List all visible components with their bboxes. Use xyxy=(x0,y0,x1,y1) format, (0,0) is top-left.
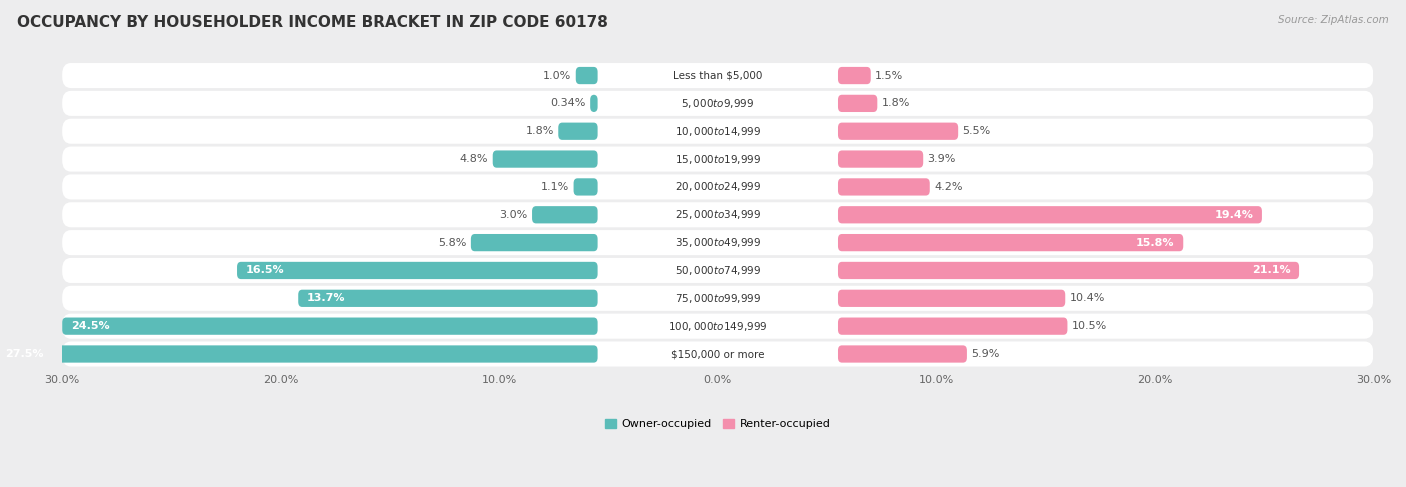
Text: 1.1%: 1.1% xyxy=(541,182,569,192)
FancyBboxPatch shape xyxy=(62,314,1374,338)
Text: 5.8%: 5.8% xyxy=(439,238,467,247)
Text: 10.4%: 10.4% xyxy=(1070,293,1105,303)
Text: 10.5%: 10.5% xyxy=(1071,321,1107,331)
Text: $15,000 to $19,999: $15,000 to $19,999 xyxy=(675,152,761,166)
FancyBboxPatch shape xyxy=(838,67,870,84)
FancyBboxPatch shape xyxy=(62,341,1374,367)
Text: 27.5%: 27.5% xyxy=(6,349,44,359)
FancyBboxPatch shape xyxy=(838,95,877,112)
Text: $35,000 to $49,999: $35,000 to $49,999 xyxy=(675,236,761,249)
Text: 15.8%: 15.8% xyxy=(1136,238,1174,247)
Text: $5,000 to $9,999: $5,000 to $9,999 xyxy=(682,97,755,110)
Text: Less than $5,000: Less than $5,000 xyxy=(673,71,762,80)
FancyBboxPatch shape xyxy=(838,345,967,363)
FancyBboxPatch shape xyxy=(62,318,598,335)
FancyBboxPatch shape xyxy=(471,234,598,251)
FancyBboxPatch shape xyxy=(838,318,1067,335)
FancyBboxPatch shape xyxy=(558,123,598,140)
Text: 1.8%: 1.8% xyxy=(526,126,554,136)
Text: 4.2%: 4.2% xyxy=(934,182,963,192)
FancyBboxPatch shape xyxy=(838,262,1299,279)
FancyBboxPatch shape xyxy=(62,147,1374,171)
Text: OCCUPANCY BY HOUSEHOLDER INCOME BRACKET IN ZIP CODE 60178: OCCUPANCY BY HOUSEHOLDER INCOME BRACKET … xyxy=(17,15,607,30)
Text: 13.7%: 13.7% xyxy=(307,293,346,303)
FancyBboxPatch shape xyxy=(492,150,598,168)
FancyBboxPatch shape xyxy=(62,119,1374,144)
FancyBboxPatch shape xyxy=(298,290,598,307)
Text: 3.0%: 3.0% xyxy=(499,210,527,220)
Text: $25,000 to $34,999: $25,000 to $34,999 xyxy=(675,208,761,221)
Text: 4.8%: 4.8% xyxy=(460,154,488,164)
FancyBboxPatch shape xyxy=(62,230,1374,255)
FancyBboxPatch shape xyxy=(574,178,598,196)
Text: $50,000 to $74,999: $50,000 to $74,999 xyxy=(675,264,761,277)
Text: 3.9%: 3.9% xyxy=(928,154,956,164)
FancyBboxPatch shape xyxy=(62,258,1374,283)
FancyBboxPatch shape xyxy=(62,286,1374,311)
Text: 16.5%: 16.5% xyxy=(246,265,284,276)
Text: 24.5%: 24.5% xyxy=(70,321,110,331)
Text: 0.34%: 0.34% xyxy=(550,98,586,109)
Text: 5.5%: 5.5% xyxy=(963,126,991,136)
Text: $20,000 to $24,999: $20,000 to $24,999 xyxy=(675,180,761,193)
Legend: Owner-occupied, Renter-occupied: Owner-occupied, Renter-occupied xyxy=(600,415,835,434)
FancyBboxPatch shape xyxy=(838,150,924,168)
Text: $100,000 to $149,999: $100,000 to $149,999 xyxy=(668,319,768,333)
FancyBboxPatch shape xyxy=(838,178,929,196)
FancyBboxPatch shape xyxy=(575,67,598,84)
Text: 1.0%: 1.0% xyxy=(543,71,571,80)
FancyBboxPatch shape xyxy=(62,174,1374,200)
FancyBboxPatch shape xyxy=(62,202,1374,227)
FancyBboxPatch shape xyxy=(62,63,1374,88)
FancyBboxPatch shape xyxy=(0,345,598,363)
FancyBboxPatch shape xyxy=(838,234,1184,251)
Text: 5.9%: 5.9% xyxy=(972,349,1000,359)
Text: 1.8%: 1.8% xyxy=(882,98,910,109)
FancyBboxPatch shape xyxy=(838,123,957,140)
Text: $10,000 to $14,999: $10,000 to $14,999 xyxy=(675,125,761,138)
Text: 1.5%: 1.5% xyxy=(875,71,904,80)
FancyBboxPatch shape xyxy=(591,95,598,112)
FancyBboxPatch shape xyxy=(531,206,598,224)
FancyBboxPatch shape xyxy=(238,262,598,279)
FancyBboxPatch shape xyxy=(838,290,1066,307)
Text: $150,000 or more: $150,000 or more xyxy=(671,349,765,359)
FancyBboxPatch shape xyxy=(838,206,1263,224)
Text: 19.4%: 19.4% xyxy=(1215,210,1253,220)
FancyBboxPatch shape xyxy=(62,91,1374,116)
Text: $75,000 to $99,999: $75,000 to $99,999 xyxy=(675,292,761,305)
Text: Source: ZipAtlas.com: Source: ZipAtlas.com xyxy=(1278,15,1389,25)
Text: 21.1%: 21.1% xyxy=(1251,265,1291,276)
